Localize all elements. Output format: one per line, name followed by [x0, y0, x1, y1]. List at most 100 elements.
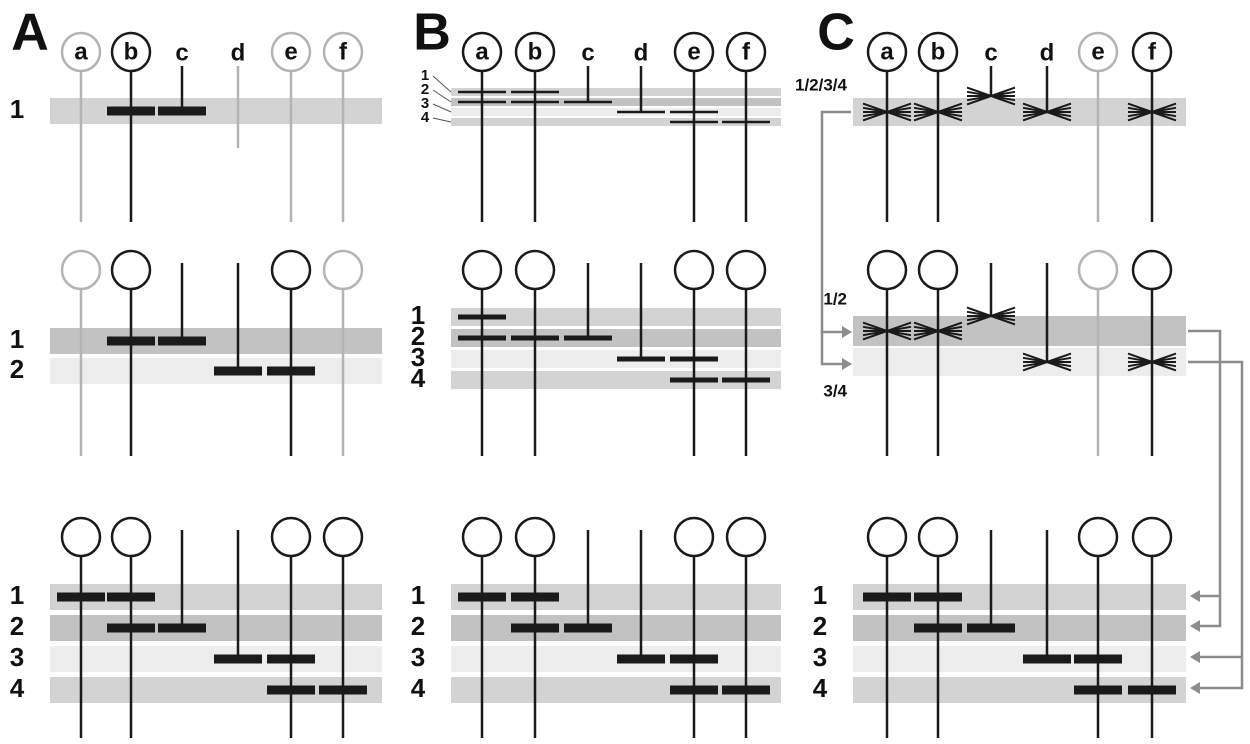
lane-label: 3 — [411, 642, 425, 672]
lane-label: 2 — [10, 354, 24, 384]
circle-letter-b: b — [931, 38, 946, 65]
fan-stroke — [990, 315, 1016, 326]
band-fan-b — [913, 102, 963, 122]
lane-label: 4 — [421, 109, 430, 126]
lane-label: 1 — [813, 580, 827, 610]
arrowhead — [842, 358, 852, 370]
band-segment-d — [617, 356, 665, 362]
band-segment-e — [670, 377, 718, 383]
panel-a-row-2: 12 — [10, 249, 382, 456]
band-segment-a — [458, 335, 506, 341]
lane-label: 2 — [411, 321, 425, 351]
gel-lane — [50, 98, 382, 124]
fan-stroke — [862, 330, 888, 341]
gel-lane — [451, 308, 781, 326]
lane-label: 2 — [421, 81, 429, 98]
band-segment-e — [670, 120, 718, 124]
circle-letter-a: a — [475, 38, 489, 65]
band-segment-b — [511, 335, 559, 341]
circle-a — [461, 31, 503, 73]
lane-label: 2 — [10, 611, 24, 641]
circle-b — [917, 249, 959, 291]
column-letter-d: d — [1040, 39, 1055, 66]
lane-label: 1 — [411, 580, 425, 610]
lane-label: 4 — [10, 673, 25, 703]
circle-f — [725, 516, 767, 558]
circle-e — [270, 516, 312, 558]
lane-label: 1 — [10, 94, 24, 124]
circle-a — [60, 249, 102, 291]
lane-label: 3 — [10, 642, 24, 672]
circle-e — [1077, 516, 1119, 558]
circle-f — [322, 31, 364, 73]
circle-letter-f: f — [742, 38, 751, 65]
gel-lane — [451, 371, 781, 389]
band-segment-e — [267, 685, 315, 695]
fan-stroke — [1022, 361, 1048, 372]
circle-e — [673, 31, 715, 73]
band-segment-c — [158, 336, 206, 346]
column-letter-c: c — [175, 39, 188, 66]
fan-stroke — [966, 315, 992, 326]
band-fan-f — [1127, 102, 1177, 122]
band-segment-b — [511, 623, 559, 633]
circle-e — [1077, 249, 1119, 291]
gel-lane — [50, 584, 382, 610]
band-segment-d — [214, 654, 262, 664]
band-segment-c — [564, 100, 612, 104]
circle-a — [866, 31, 908, 73]
arrow-path — [1188, 360, 1244, 690]
circle-b — [110, 516, 152, 558]
arrowhead — [842, 326, 852, 338]
band-segment-b — [107, 106, 155, 116]
band-segment-e — [1074, 685, 1122, 695]
circle-letter-e: e — [687, 38, 700, 65]
band-fan-f — [1127, 352, 1177, 372]
lane-leader — [432, 103, 452, 113]
circle-letter-a: a — [74, 38, 88, 65]
circle-f — [322, 249, 364, 291]
arrowhead — [1190, 590, 1200, 602]
band-segment-e — [670, 654, 718, 664]
panel-c-row-2: 1/2 3/4 — [823, 249, 1186, 456]
panel-label-c: C — [817, 4, 855, 62]
gel-lane — [451, 329, 781, 347]
band-segment-b — [511, 90, 559, 94]
band-segment-b — [914, 623, 962, 633]
arrow-path — [820, 332, 846, 366]
circle-a — [461, 516, 503, 558]
circle-b — [514, 31, 556, 73]
lane-label: 3 — [421, 95, 429, 112]
circle-e — [270, 31, 312, 73]
column-letter-d: d — [231, 39, 246, 66]
gel-lane — [451, 615, 781, 641]
gel-lane — [50, 328, 382, 354]
column-letter-c: c — [581, 39, 594, 66]
band-segment-b — [914, 592, 962, 602]
band-segment-a — [458, 314, 506, 320]
circle-a — [461, 249, 503, 291]
fan-stroke — [886, 330, 912, 341]
circle-letter-b: b — [528, 38, 543, 65]
band-segment-d — [1023, 654, 1071, 664]
circle-e — [270, 249, 312, 291]
circle-a — [60, 31, 102, 73]
band-segment-b — [107, 336, 155, 346]
band-segment-a — [458, 592, 506, 602]
lane-label: 1 — [421, 67, 429, 84]
fan-stroke — [913, 330, 939, 341]
circle-a — [866, 249, 908, 291]
arrowhead — [1190, 620, 1200, 632]
lane-label: 3 — [813, 642, 827, 672]
band-segment-c — [158, 106, 206, 116]
band-fan-a — [862, 321, 912, 341]
band-segment-e — [267, 654, 315, 664]
band-segment-f — [1128, 685, 1176, 695]
panel-label-a: A — [11, 4, 49, 62]
band-segment-f — [722, 685, 770, 695]
band-segment-f — [722, 120, 770, 124]
fan-stroke — [937, 111, 963, 122]
